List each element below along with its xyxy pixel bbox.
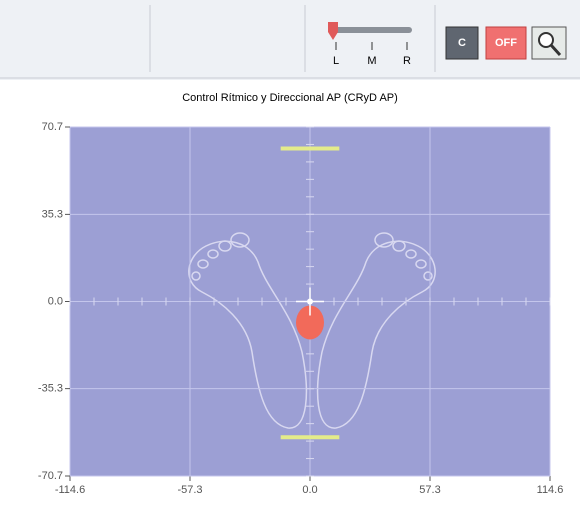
y-tick-label: 35.3 (42, 208, 63, 220)
y-tick-label: 70.7 (42, 121, 63, 133)
cursor (307, 298, 313, 305)
y-tick-label: -35.3 (38, 383, 63, 395)
button-label: OFF (495, 37, 517, 49)
zoom-icon (549, 43, 562, 57)
slider-label: M (367, 55, 376, 67)
x-tick-label: -114.6 (55, 484, 85, 496)
button-c[interactable] (445, 26, 479, 60)
toolbar (0, 0, 580, 80)
x-tick-label: 114.6 (537, 484, 564, 496)
center-of-pressure (296, 305, 324, 340)
plot-title: Control Rítmico y Direccional AP (CRyD A… (182, 92, 398, 104)
x-tick-label: 57.3 (419, 484, 440, 496)
slider-label: L (333, 55, 339, 67)
y-tick-label: -70.7 (38, 470, 63, 482)
button-label: C (458, 37, 466, 49)
slider-label: R (403, 55, 411, 67)
y-tick-label: 0.0 (48, 295, 63, 307)
button-off[interactable] (485, 26, 527, 60)
feet-outline (188, 232, 436, 429)
right-foot (316, 232, 436, 429)
slider-knob[interactable] (328, 22, 338, 40)
slider-track[interactable] (334, 27, 412, 33)
x-tick-label: 0.0 (302, 484, 317, 496)
left-foot (188, 232, 308, 429)
zoom-icon (538, 32, 554, 48)
x-tick-label: -57.3 (177, 484, 202, 496)
